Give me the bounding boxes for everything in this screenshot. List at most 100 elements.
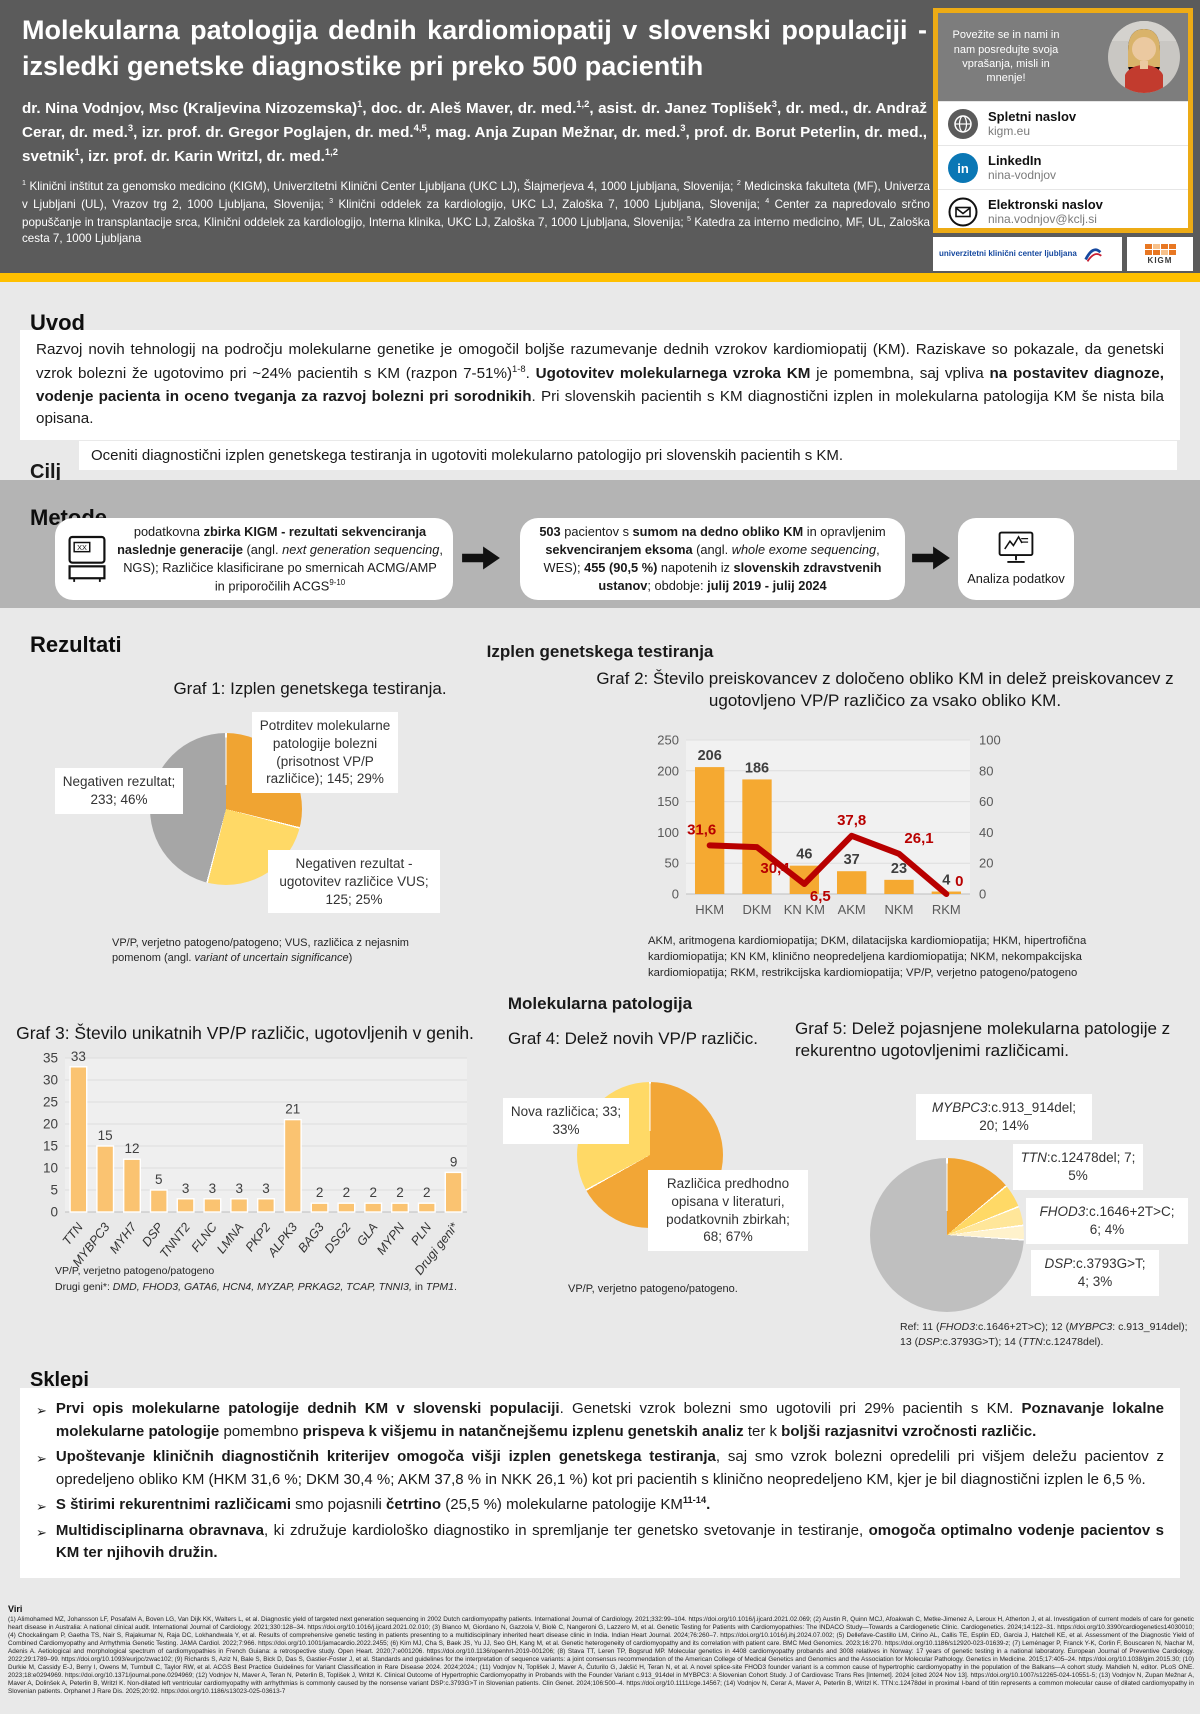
contact-web-label: Spletni naslov [988,108,1077,124]
svg-text:35: 35 [43,1051,58,1066]
svg-text:4: 4 [942,873,950,889]
contact-linkedin-row[interactable]: in LinkedIn nina-vodnjov [938,145,1188,189]
sklepi-bullet-2: ➢ Upoštevanje kliničnih diagnostičnih kr… [36,1446,1164,1491]
svg-text:33: 33 [71,1049,86,1064]
graf3-footnote-1: VP/P, verjetno patogeno/patogeno [55,1265,215,1277]
svg-text:NKM: NKM [885,902,914,917]
svg-text:20: 20 [979,856,993,871]
section-heading-sklepi: Sklepi [30,1368,89,1391]
ukc-swirl-icon [1084,248,1102,262]
contact-email-row[interactable]: Elektronski naslov nina.vodnjov@kclj.si [938,189,1188,233]
sklepi-bullet-1-text: Prvi opis molekularne patologije dednih … [55,1400,1164,1440]
graf3-title: Graf 3: Število unikatnih VP/P različic,… [16,1023,474,1043]
bullet-marker-icon: ➢ [36,1524,47,1540]
svg-text:3: 3 [262,1181,270,1196]
metode-box-analysis: Analiza podatkov [958,518,1074,600]
svg-text:MYPN: MYPN [374,1219,408,1257]
svg-text:AKM: AKM [838,902,866,917]
graf1-footnote: VP/P, verjetno patogeno/patogeno; VUS, r… [112,937,409,965]
svg-text:46: 46 [796,847,812,863]
bullet-marker-icon: ➢ [36,1403,47,1418]
svg-text:2: 2 [316,1185,324,1200]
email-icon [948,197,978,227]
poster-title: Molekularna patologija dednih kardiomiop… [22,15,927,82]
svg-text:2: 2 [396,1185,404,1200]
section-heading-cilj: Cilj [30,460,62,483]
svg-text:KN KM: KN KM [784,902,825,917]
viri-references: (1) Alimohamed MZ, Johansson LF, Posafal… [8,1616,1194,1695]
contact-web-row[interactable]: Spletni naslov kigm.eu [938,101,1188,145]
svg-text:0: 0 [979,887,986,902]
ukc-logo: univerzitetni klinični center ljubljana [933,237,1122,271]
svg-text:15: 15 [98,1128,113,1143]
graf1-title: Graf 1: Izplen genetskega testiranja. [173,679,447,698]
svg-text:100: 100 [657,825,679,840]
globe-icon [948,108,978,139]
bullet-marker-icon: ➢ [36,1451,47,1466]
contact-email-value[interactable]: nina.vodnjov@kclj.si [988,212,1097,227]
logo-strip: univerzitetni klinični center ljubljana … [933,237,1193,271]
metode-box-database-text: podatkovna zbirka KIGM - rezultati sekve… [117,524,443,594]
svg-text:26,1: 26,1 [904,830,933,847]
svg-text:80: 80 [979,763,993,778]
sequencer-icon: XX [65,533,109,585]
svg-text:BAG3: BAG3 [295,1220,327,1255]
graf4-footnote: VP/P, verjetno patogeno/patogeno. [568,1283,738,1295]
svg-text:150: 150 [657,794,679,809]
svg-text:3: 3 [235,1181,243,1196]
svg-text:30,4: 30,4 [760,860,790,877]
contact-linkedin-value[interactable]: nina-vodnjov [988,168,1057,183]
sklepi-bullet-4: ➢ Multidisciplinarna obravnava, ki združ… [36,1520,1164,1565]
arrow-right-icon-2 [910,545,952,571]
svg-text:9: 9 [450,1154,458,1169]
svg-text:50: 50 [665,856,679,871]
uvod-body: Razvoj novih tehnologij na področju mole… [20,330,1180,441]
svg-text:30: 30 [43,1073,58,1088]
svg-text:15: 15 [43,1139,58,1154]
svg-text:10: 10 [43,1161,58,1176]
svg-text:23: 23 [891,861,907,877]
bullet-marker-icon: ➢ [36,1499,47,1514]
graf5-label-fhod3: FHOD3:c.1646+2T>C; 6; 4% [1026,1198,1188,1244]
sklepi-bullet-3: ➢ S štirimi rekurentnimi različicami smo… [36,1494,1164,1517]
svg-text:37: 37 [844,852,860,868]
svg-text:20: 20 [43,1117,58,1132]
authors-line: dr. Nina Vodnjov, Msc (Kraljevina Nizoze… [22,98,928,165]
svg-text:3: 3 [209,1181,217,1196]
contact-email-label: Elektronski naslov [988,196,1103,212]
svg-text:250: 250 [657,733,679,748]
graf3-footnote-2: Drugi geni*: DMD, FHOD3, GATA6, HCN4, MY… [55,1281,457,1293]
svg-text:21: 21 [285,1102,300,1117]
svg-text:in: in [957,161,969,176]
graf1-label-positive: Potrditev molekularne patologije bolezni… [252,712,398,794]
svg-text:DKM: DKM [743,902,772,917]
svg-text:186: 186 [745,760,769,776]
graf5-label-dsp: DSP:c.3793G>T; 4; 3% [1031,1250,1159,1296]
svg-text:0: 0 [672,887,679,902]
viri-heading: Viri [8,1604,23,1614]
contact-linkedin-label: LinkedIn [988,152,1042,168]
svg-text:25: 25 [43,1095,58,1110]
subheading-izplen: Izplen genetskega testiranja [486,642,714,661]
contact-blurb: Povežite se in nami in nam posredujte sv… [952,29,1060,85]
graf5-title: Graf 5: Delež pojasnjene molekularna pat… [795,1019,1171,1061]
graf5-label-mybpc3: MYBPC3:c.913_914del; 20; 14% [916,1094,1092,1140]
sklepi-bullet-2-text: Upoštevanje kliničnih diagnostičnih krit… [55,1448,1164,1488]
svg-text:206: 206 [698,748,722,764]
svg-text:0: 0 [955,873,963,890]
graf2-footnote: AKM, aritmogena kardiomiopatija; DKM, di… [648,935,1087,979]
profile-photo [1108,21,1180,93]
svg-text:DSG2: DSG2 [322,1220,354,1255]
graf2-title: Graf 2: Število preiskovancev z določeno… [596,669,1174,711]
graf4-label-known: Različica predhodno opisana v literaturi… [648,1170,808,1252]
contact-web-value[interactable]: kigm.eu [988,124,1031,139]
svg-text:2: 2 [343,1185,351,1200]
arrow-right-icon [460,545,502,571]
svg-text:100: 100 [979,733,1001,748]
svg-text:2: 2 [369,1185,377,1200]
kigm-logo-text: KIGM [1147,255,1173,265]
svg-text:200: 200 [657,763,679,778]
svg-text:0: 0 [50,1205,58,1220]
